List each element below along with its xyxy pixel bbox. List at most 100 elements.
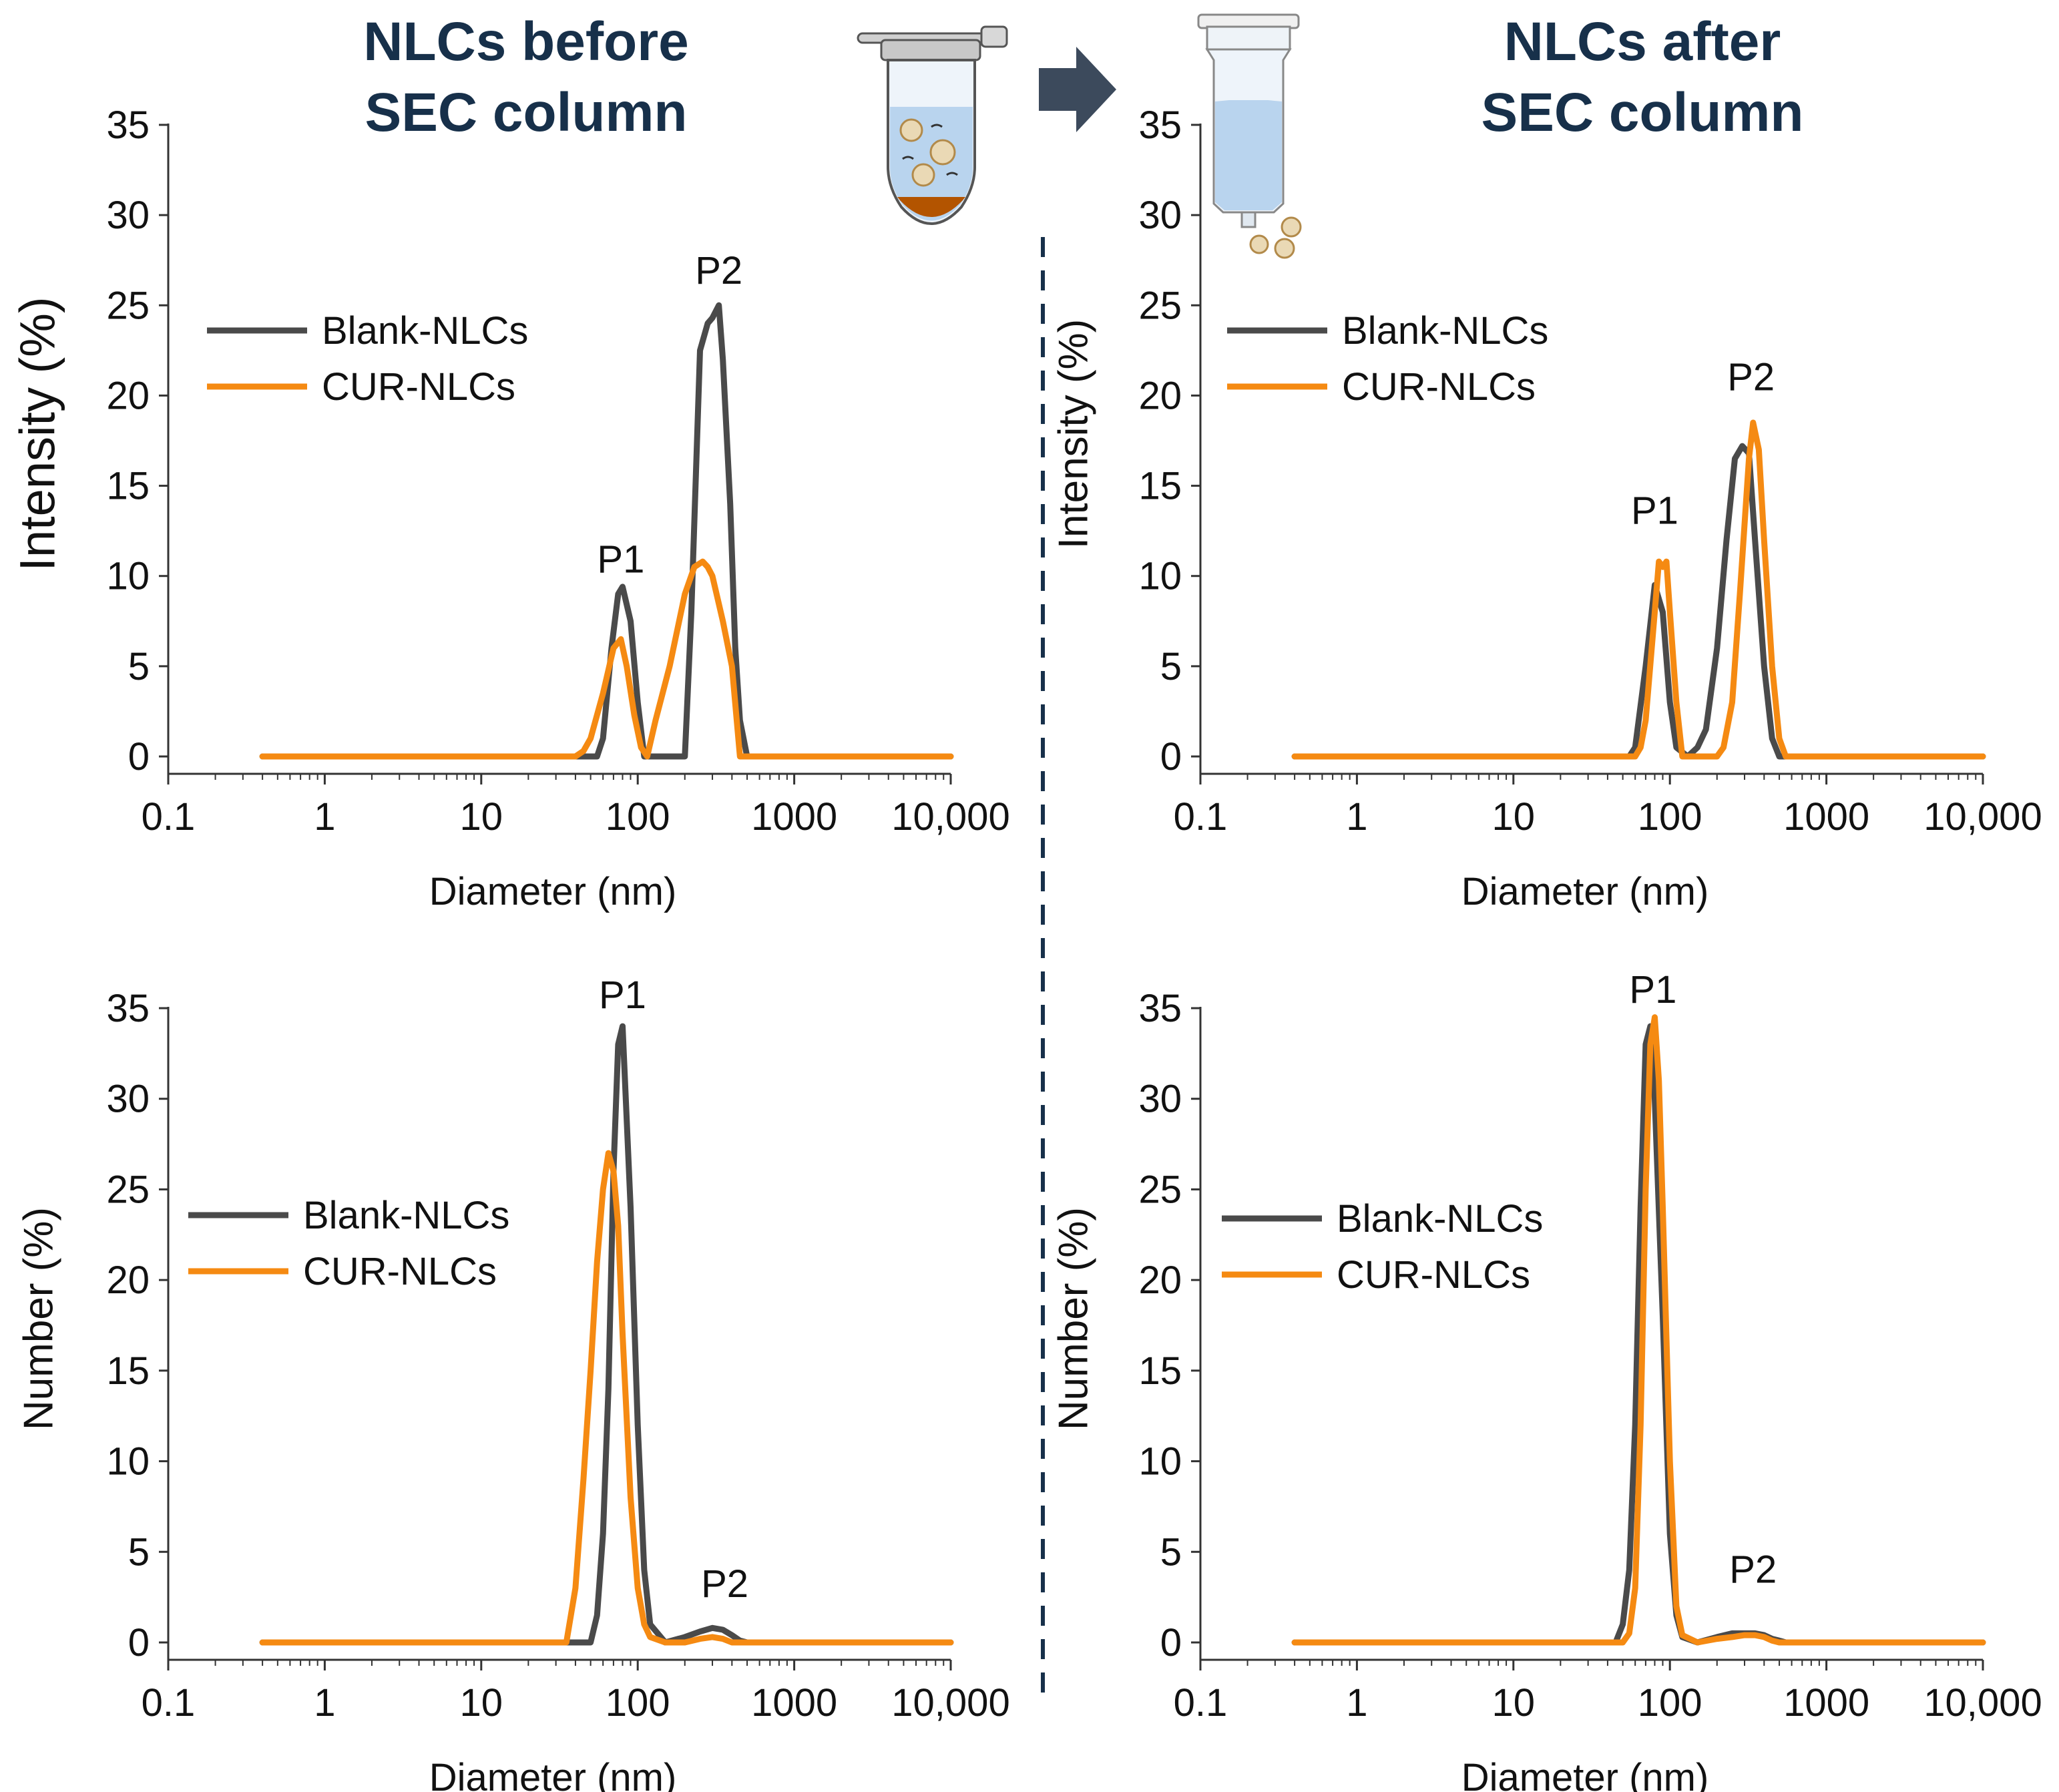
x-tick-label: 100 (1638, 795, 1702, 839)
heading-before: NLCs before SEC column (312, 7, 740, 148)
series-line-blank-nlcs (1291, 443, 1986, 760)
x-tick-label: 0.1 (1174, 795, 1228, 839)
y-tick-label: 5 (1160, 1530, 1182, 1574)
microtube-icon (857, 25, 1008, 225)
x-axis-label: Diameter (nm) (1461, 870, 1709, 913)
y-tick-label: 15 (1138, 465, 1182, 508)
heading-after-line1: NLCs after (1504, 11, 1781, 72)
y-tick-label: 25 (1138, 1168, 1182, 1211)
x-tick-label: 10 (1492, 795, 1536, 839)
y-tick-label: 20 (106, 1259, 150, 1302)
x-tick-label: 10,000 (1923, 1681, 2042, 1725)
y-tick-label: 5 (128, 1530, 150, 1574)
y-tick-label: 5 (128, 645, 150, 688)
x-tick-label: 1000 (1783, 1681, 1869, 1725)
legend-label: CUR-NLCs (1342, 365, 1536, 409)
x-tick-label: 1000 (751, 795, 837, 839)
x-tick-label: 1 (1346, 1681, 1367, 1725)
series-line-blank-nlcs (259, 1023, 954, 1646)
y-tick-label: 25 (106, 1168, 150, 1211)
x-axis-label: Diameter (nm) (429, 870, 677, 913)
x-tick-label: 1 (314, 1681, 335, 1725)
peak-label: P1 (1629, 968, 1676, 1012)
x-tick-label: 0.1 (142, 1681, 196, 1725)
series-line-blank-nlcs (259, 302, 954, 760)
peak-label: P2 (1729, 1548, 1777, 1591)
y-tick-label: 0 (1160, 1621, 1182, 1664)
y-tick-label: 35 (1138, 987, 1182, 1030)
heading-before-line1: NLCs before (363, 11, 689, 72)
x-axis-label: Diameter (nm) (1461, 1756, 1709, 1792)
y-tick-label: 10 (1138, 1440, 1182, 1484)
x-tick-label: 10 (460, 795, 503, 839)
x-tick-label: 10 (460, 1681, 503, 1725)
y-tick-label: 0 (1160, 735, 1182, 778)
heading-after: NLCs after SEC column (1429, 7, 1856, 148)
sec-column-icon (1197, 13, 1302, 259)
legend-label: Blank-NLCs (322, 309, 528, 353)
y-tick-label: 10 (106, 1440, 150, 1484)
legend-label: Blank-NLCs (1342, 309, 1548, 353)
y-tick-label: 15 (1138, 1349, 1182, 1393)
legend-label: CUR-NLCs (303, 1250, 497, 1293)
chart-before-number: 0 5 10 15 20 25 30 35 0.1 1 10 100 1000 10,000 Diamete… (15, 973, 1009, 1792)
y-axis-label: Intensity (%) (1050, 319, 1096, 549)
y-tick-label: 30 (1138, 1078, 1182, 1121)
y-tick-label: 35 (106, 987, 150, 1030)
y-tick-label: 10 (106, 555, 150, 598)
heading-after-line2: SEC column (1481, 82, 1804, 143)
y-tick-label: 30 (106, 194, 150, 237)
legend-label: Blank-NLCs (1337, 1197, 1543, 1241)
y-tick-label: 5 (1160, 645, 1182, 688)
y-tick-label: 25 (106, 284, 150, 327)
y-tick-label: 25 (1138, 284, 1182, 327)
series-line-cur-nlcs (259, 558, 954, 760)
legend-label: CUR-NLCs (1337, 1253, 1530, 1297)
peak-label: P2 (701, 1562, 748, 1606)
y-tick-label: 0 (128, 735, 150, 778)
x-tick-label: 10 (1492, 1681, 1536, 1725)
x-tick-label: 0.1 (142, 795, 196, 839)
x-tick-label: 10,000 (891, 1681, 1009, 1725)
y-tick-label: 15 (106, 465, 150, 508)
y-tick-label: 35 (106, 103, 150, 147)
x-tick-label: 1 (1346, 795, 1367, 839)
y-axis-label: Intensity (%) (10, 296, 65, 571)
x-tick-label: 1 (314, 795, 335, 839)
y-tick-label: 10 (1138, 555, 1182, 598)
y-tick-label: 30 (1138, 194, 1182, 237)
y-tick-label: 20 (1138, 1259, 1182, 1302)
peak-label: P1 (1631, 489, 1678, 532)
peak-label: P2 (1727, 355, 1775, 399)
y-tick-label: 20 (1138, 374, 1182, 417)
x-tick-label: 1000 (751, 1681, 837, 1725)
x-axis-label: Diameter (nm) (429, 1756, 677, 1792)
y-axis-label: Number (%) (15, 1207, 61, 1430)
y-tick-label: 30 (106, 1078, 150, 1121)
y-tick-label: 15 (106, 1349, 150, 1393)
series-line-cur-nlcs (1291, 419, 1986, 760)
chart-before-intensity: 0 5 10 15 20 25 30 35 0.1 1 10 100 1000 10,000 Diamete… (10, 103, 1010, 913)
heading-before-line2: SEC column (365, 82, 688, 143)
y-tick-label: 35 (1138, 103, 1182, 147)
series-line-cur-nlcs (1291, 1014, 1986, 1646)
chart-after-intensity: 0 5 10 15 20 25 30 35 0.1 1 10 100 1000 10,000 Diamete… (1050, 103, 2042, 913)
arrow-right-icon (1039, 47, 1116, 132)
x-tick-label: 100 (1638, 1681, 1702, 1725)
y-tick-label: 0 (128, 1621, 150, 1664)
legend-label: CUR-NLCs (322, 365, 515, 409)
y-tick-label: 20 (106, 374, 150, 417)
chart-after-number: 0 5 10 15 20 25 30 35 0.1 1 10 100 1000 10,000 Diamete… (1050, 968, 2042, 1792)
y-axis-label: Number (%) (1050, 1207, 1096, 1430)
x-tick-label: 10,000 (1923, 795, 2042, 839)
peak-label: P1 (599, 973, 646, 1017)
peak-label: P1 (597, 537, 644, 581)
x-tick-label: 100 (606, 1681, 670, 1725)
x-tick-label: 10,000 (891, 795, 1009, 839)
legend-label: Blank-NLCs (303, 1194, 509, 1237)
series-line-cur-nlcs (259, 1150, 954, 1646)
x-tick-label: 1000 (1783, 795, 1869, 839)
x-tick-label: 0.1 (1174, 1681, 1228, 1725)
x-tick-label: 100 (606, 795, 670, 839)
